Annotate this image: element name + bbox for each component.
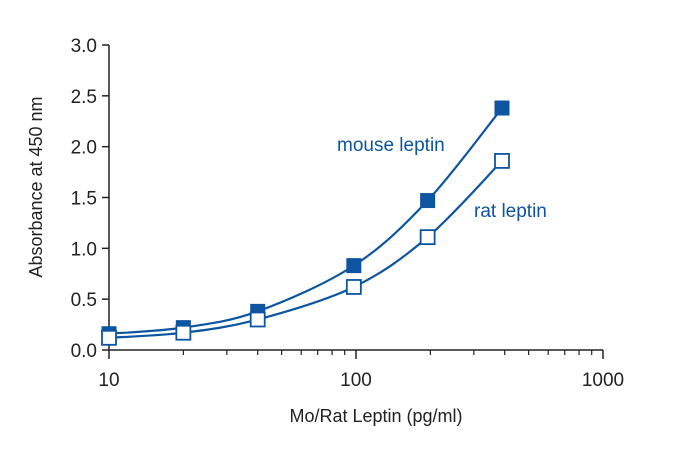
data-point-rat-leptin <box>494 152 510 169</box>
x-tick-label: 10 <box>98 370 119 391</box>
labels: mouse leptin rat leptin Mo/Rat Leptin (p… <box>26 36 624 426</box>
data-point-rat-leptin <box>175 324 192 341</box>
x-tick-label: 100 <box>340 370 372 391</box>
series-label-rat-leptin: rat leptin <box>474 201 547 222</box>
data-point-rat-leptin <box>249 311 266 328</box>
y-tick-label: 1.5 <box>71 189 97 210</box>
y-tick-label: 0.0 <box>71 341 97 362</box>
series-line-rat-leptin <box>108 160 503 339</box>
x-tick-label: 1000 <box>582 370 624 391</box>
y-axis-title: Absorbance at 450 nm <box>26 96 46 277</box>
data-point-rat-leptin <box>345 279 362 295</box>
y-tick-label: 1.0 <box>71 239 97 260</box>
data-point-rat-leptin <box>101 329 117 346</box>
data-point-mouse-leptin <box>346 258 362 274</box>
data-point-mouse-leptin <box>494 100 510 116</box>
markers <box>101 100 510 346</box>
data-point-mouse-leptin <box>420 193 436 209</box>
series-label-mouse-leptin: mouse leptin <box>337 135 445 156</box>
y-tick-label: 2.0 <box>71 138 97 159</box>
axes <box>102 44 604 359</box>
y-tick-label: 3.0 <box>71 36 97 57</box>
y-tick-label: 2.5 <box>71 87 97 108</box>
data-point-rat-leptin <box>419 229 436 246</box>
y-tick-label: 0.5 <box>71 290 97 311</box>
x-axis-title: Mo/Rat Leptin (pg/ml) <box>289 406 462 426</box>
